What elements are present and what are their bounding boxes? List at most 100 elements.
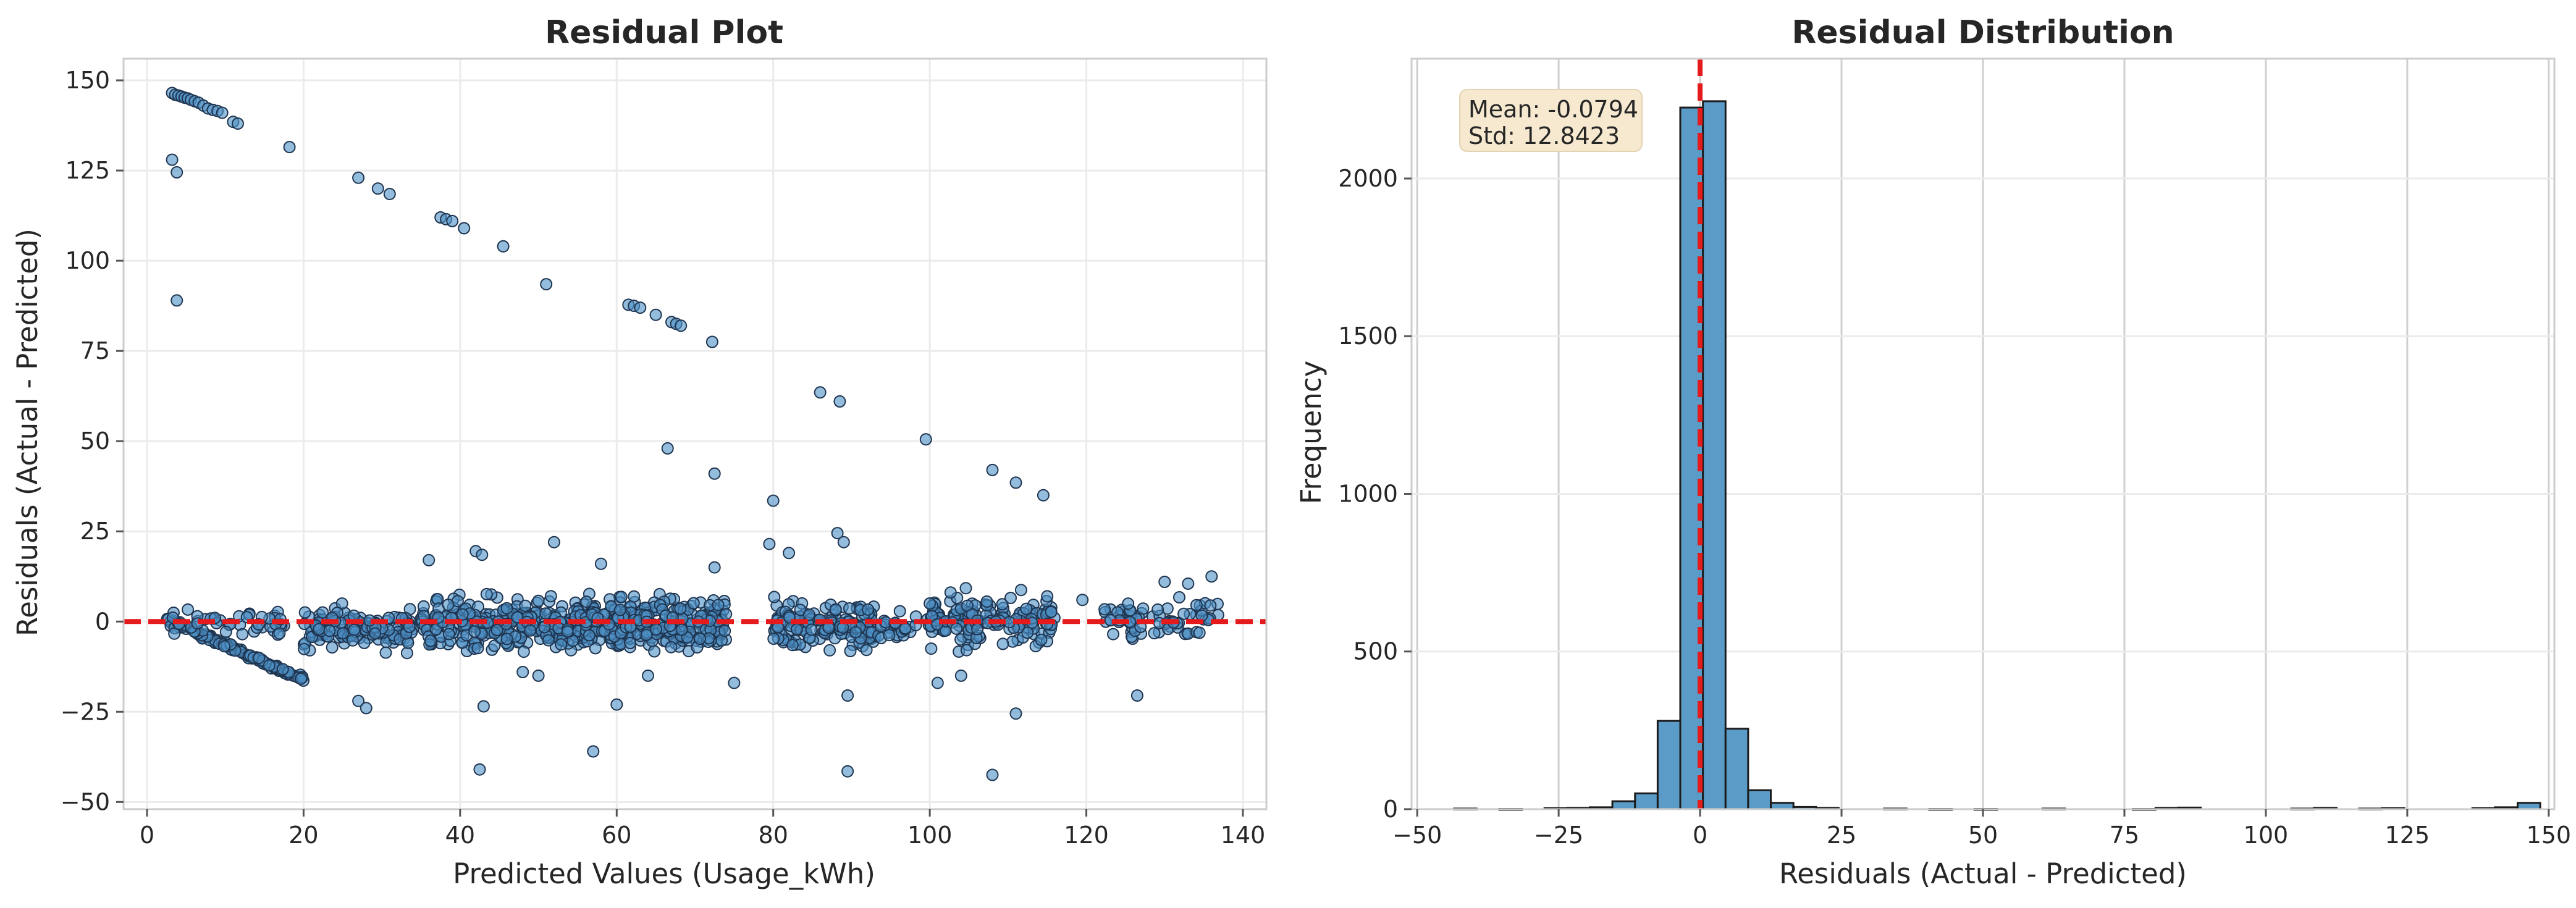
scatter-point bbox=[347, 634, 359, 647]
scatter-point bbox=[708, 467, 721, 480]
scatter-point bbox=[837, 536, 850, 549]
x-tick-label: 125 bbox=[2385, 822, 2430, 849]
scatter-point bbox=[1190, 599, 1203, 612]
residual-plot-title: Residual Plot bbox=[545, 14, 783, 51]
scatter-point bbox=[369, 627, 382, 640]
scatter-point bbox=[924, 597, 937, 610]
scatter-point bbox=[383, 188, 396, 201]
scatter-point bbox=[594, 557, 607, 570]
scatter-point bbox=[1137, 602, 1150, 615]
y-tick-label: 100 bbox=[65, 247, 110, 274]
scatter-point bbox=[1173, 591, 1185, 603]
std-annotation: Std: 12.8423 bbox=[1468, 122, 1620, 149]
scatter-point bbox=[182, 603, 195, 616]
histogram-bars bbox=[1453, 100, 2541, 811]
scatter-point bbox=[615, 591, 628, 603]
scatter-point bbox=[675, 319, 688, 332]
residual-distribution-title: Residual Distribution bbox=[1791, 14, 2174, 51]
scatter-point bbox=[783, 547, 796, 560]
histogram-bar bbox=[1656, 720, 1682, 810]
scatter-point bbox=[232, 117, 244, 130]
scatter-point bbox=[532, 669, 545, 682]
histogram-bar bbox=[2517, 802, 2541, 810]
scatter-point bbox=[860, 644, 873, 657]
scatter-point bbox=[708, 561, 721, 574]
scatter-point bbox=[298, 642, 311, 655]
scatter-point bbox=[843, 602, 856, 615]
scatter-point bbox=[1045, 605, 1058, 618]
scatter-point bbox=[1107, 628, 1119, 641]
scatter-point bbox=[831, 527, 844, 540]
scatter-point bbox=[219, 625, 232, 638]
x-tick-label: 60 bbox=[602, 822, 631, 849]
scatter-point bbox=[705, 335, 718, 348]
y-tick-label: 150 bbox=[65, 67, 110, 94]
residual-plot-frame bbox=[122, 57, 1268, 810]
scatter-point bbox=[424, 634, 437, 647]
scatter-point bbox=[648, 645, 661, 658]
scatter-point bbox=[986, 768, 999, 781]
mean-annotation: Mean: -0.0794 bbox=[1468, 96, 1638, 123]
scatter-point bbox=[544, 590, 557, 603]
y-tick-label: 500 bbox=[1353, 638, 1398, 665]
scatter-point bbox=[471, 642, 484, 655]
residual-distribution-y-ticks: 0 500 1000 1500 2000 bbox=[1338, 165, 1412, 823]
scatter-point bbox=[360, 702, 373, 715]
scatter-point bbox=[802, 608, 815, 621]
scatter-point bbox=[642, 669, 654, 682]
scatter-point bbox=[610, 698, 623, 711]
histogram-bar bbox=[1634, 792, 1659, 810]
scatter-point bbox=[650, 623, 662, 636]
scatter-point bbox=[468, 625, 481, 638]
scatter-point bbox=[473, 763, 486, 776]
scatter-point bbox=[456, 608, 469, 621]
scatter-point bbox=[458, 222, 471, 235]
scatter-point bbox=[899, 622, 912, 635]
scatter-point bbox=[1193, 626, 1206, 639]
scatter-point bbox=[477, 700, 490, 713]
scatter-point bbox=[720, 608, 733, 621]
scatter-point bbox=[959, 582, 972, 595]
histogram-bar bbox=[1770, 802, 1795, 810]
scatter-point bbox=[371, 182, 384, 195]
scatter-point bbox=[587, 745, 600, 758]
scatter-point bbox=[1205, 570, 1218, 583]
scatter-point bbox=[273, 627, 286, 640]
scatter-point bbox=[687, 597, 700, 610]
scatter-point bbox=[844, 645, 857, 657]
scatter-point bbox=[442, 628, 455, 641]
scatter-point bbox=[540, 278, 553, 291]
residual-plot-x-axis-label: Predicted Values (Usage_kWh) bbox=[453, 857, 875, 890]
scatter-point bbox=[263, 659, 276, 672]
scatter-point bbox=[490, 624, 503, 636]
histogram-bar bbox=[1702, 100, 1727, 810]
y-tick-label: 125 bbox=[65, 157, 110, 184]
x-tick-label: 80 bbox=[759, 822, 788, 849]
y-tick-label: 2000 bbox=[1338, 165, 1398, 192]
y-tick-label: −50 bbox=[61, 788, 110, 815]
scatter-point bbox=[980, 595, 993, 608]
y-tick-label: 1500 bbox=[1338, 322, 1398, 350]
scatter-point bbox=[628, 590, 641, 603]
scatter-point bbox=[519, 599, 532, 612]
y-tick-label: 75 bbox=[80, 337, 110, 364]
residual-plot-x-ticks: 0 20 40 60 80 100 120 140 bbox=[140, 809, 1265, 849]
scatter-point bbox=[1177, 607, 1190, 620]
scatter-point bbox=[480, 587, 493, 600]
y-tick-label: 1000 bbox=[1338, 480, 1398, 507]
residual-plot-gridlines bbox=[124, 59, 1266, 809]
scatter-point bbox=[1148, 627, 1161, 640]
scatter-point bbox=[298, 606, 311, 619]
scatter-point bbox=[805, 623, 818, 636]
scatter-point bbox=[1122, 597, 1135, 610]
scatter-point bbox=[694, 633, 707, 645]
scatter-point bbox=[400, 647, 413, 660]
scatter-point bbox=[849, 626, 862, 639]
scatter-point bbox=[829, 603, 842, 616]
x-tick-label: 75 bbox=[2110, 822, 2139, 849]
residual-distribution-y-axis-label: Frequency bbox=[1295, 361, 1328, 504]
histogram-bar bbox=[1611, 800, 1636, 810]
scatter-point bbox=[348, 623, 361, 636]
scatter-point bbox=[500, 633, 513, 645]
scatter-point bbox=[613, 603, 626, 616]
